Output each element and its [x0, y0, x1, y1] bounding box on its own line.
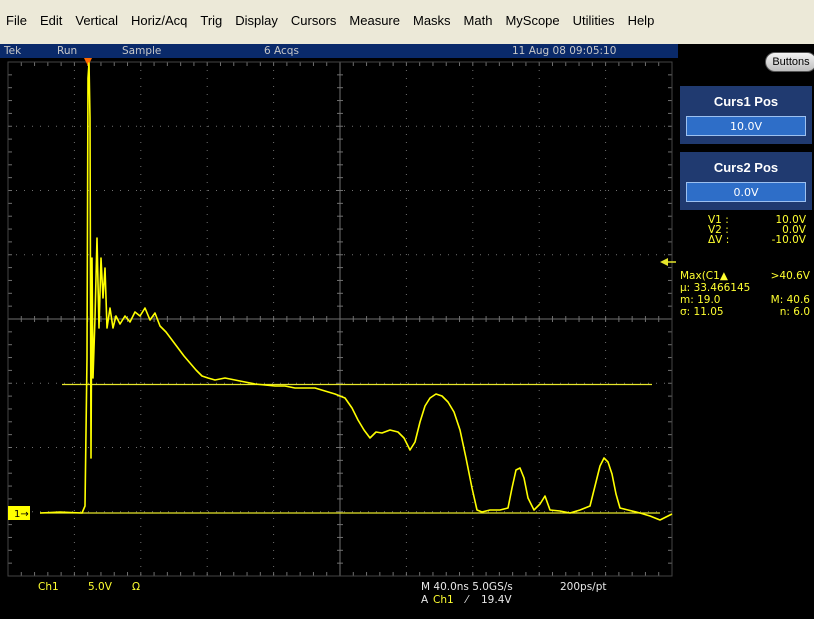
resolution: 200ps/pt	[560, 581, 607, 593]
v2-value: 0.0V	[782, 224, 806, 236]
channel-scale[interactable]: 5.0V	[88, 581, 112, 593]
acq-mode: Sample	[122, 45, 162, 57]
buttons-button[interactable]: Buttons	[765, 52, 814, 72]
brand-label: Tek	[4, 45, 22, 57]
menu-cursors[interactable]: Cursors	[290, 13, 337, 28]
trigger-position-marker	[84, 58, 92, 66]
menu-display[interactable]: Display	[235, 13, 278, 28]
curs1-pos-value[interactable]: 10.0V	[686, 116, 806, 136]
mean-value: 33.466145	[693, 282, 751, 294]
menu-edit[interactable]: Edit	[39, 13, 63, 28]
bottom-info: Ch1 5.0V Ω M 40.0ns 5.0GS/s 200ps/pt A C…	[0, 579, 678, 619]
v1-value: 10.0V	[775, 214, 806, 226]
menu-math[interactable]: Math	[463, 13, 493, 28]
trigger-level-arrow	[660, 258, 668, 266]
run-state: Run	[57, 45, 78, 57]
delta-v-value: -10.0V	[771, 234, 806, 246]
ch1-ground-label: 1→	[14, 509, 29, 520]
timebase[interactable]: M 40.0ns 5.0GS/s	[421, 581, 513, 593]
curs1-pos-title: Curs1 Pos	[713, 94, 779, 109]
v1-label: V1 :	[708, 214, 729, 226]
side-panel: Buttons Curs1 Pos 10.0V Curs2 Pos 0.0V V…	[678, 44, 814, 619]
trigger-slope-icon: ⁄	[466, 594, 468, 606]
datetime: 11 Aug 08 09:05:10	[512, 45, 617, 57]
waveform-display[interactable]: 1→	[0, 58, 678, 579]
measurement-readout[interactable]: Max(C1▲ >40.6V μ: 33.466145 m: 19.0 M: 4…	[678, 270, 814, 340]
menu-trig[interactable]: Trig	[200, 13, 223, 28]
menu-masks[interactable]: Masks	[412, 13, 451, 28]
menu-myscope[interactable]: MyScope	[505, 13, 560, 28]
acq-count: 6 Acqs	[264, 45, 299, 57]
menu-utilities[interactable]: Utilities	[572, 13, 615, 28]
trigger-level[interactable]: 19.4V	[481, 594, 512, 606]
cursor-readout: V1 : 10.0V V2 : 0.0V ΔV : -10.0V	[708, 214, 806, 246]
menu-bar: File Edit Vertical Horiz/Acq Trig Display Curs…	[0, 0, 814, 44]
measure-value: >40.6V	[770, 270, 810, 282]
menu-vertical[interactable]: Vertical	[75, 13, 118, 28]
status-bar: Tek Run Sample 6 Acqs 11 Aug 08 09:05:10	[0, 44, 678, 58]
trigger-source[interactable]: Ch1	[433, 594, 454, 606]
v2-label: V2 :	[708, 224, 729, 236]
n-stat: n: 6.0	[779, 306, 810, 318]
delta-v-label: ΔV :	[708, 234, 730, 246]
menu-help[interactable]: Help	[627, 13, 655, 28]
graticule-border	[7, 61, 673, 577]
curs2-pos-control[interactable]: Curs2 Pos 0.0V	[680, 152, 812, 210]
mean-label: μ:	[680, 282, 691, 294]
curs2-pos-title: Curs2 Pos	[713, 160, 779, 175]
menu-file[interactable]: File	[6, 13, 27, 28]
max-stat: M: 40.6	[770, 294, 810, 306]
coupling-icon: Ω	[132, 581, 141, 593]
curs2-pos-value[interactable]: 0.0V	[686, 182, 806, 202]
menu-horiz-acq[interactable]: Horiz/Acq	[131, 13, 188, 28]
warning-icon: ▲	[719, 270, 728, 282]
ch1-ground-marker	[8, 506, 30, 520]
measure-name: Max(C1	[680, 270, 720, 282]
curs1-pos-control[interactable]: Curs1 Pos 10.0V	[680, 86, 812, 144]
menu-measure[interactable]: Measure	[349, 13, 400, 28]
graticule: 1→	[7, 58, 676, 577]
min-stat: m: 19.0	[680, 294, 721, 306]
trigger-prefix: A	[421, 594, 429, 606]
channel-label[interactable]: Ch1	[38, 581, 59, 593]
ch1-waveform	[39, 62, 673, 521]
sigma-stat: σ: 11.05	[680, 306, 724, 318]
